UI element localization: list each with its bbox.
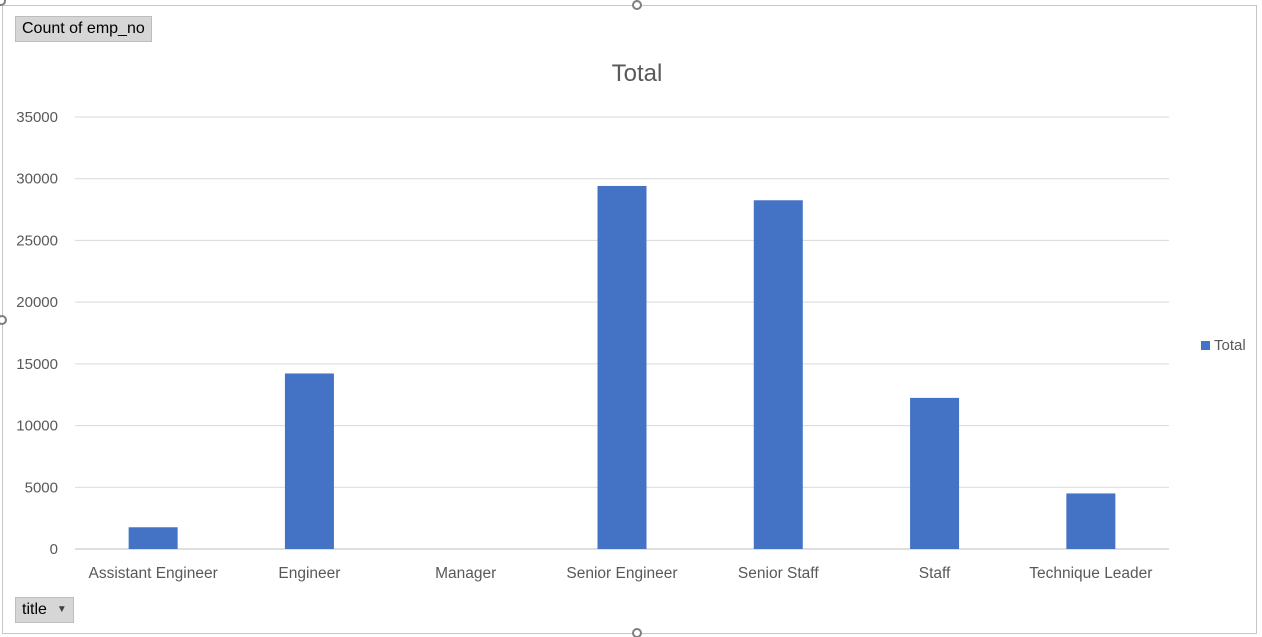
y-tick-label: 0 bbox=[50, 541, 58, 558]
axis-field-button[interactable]: title ▼ bbox=[15, 597, 74, 623]
y-tick-label: 35000 bbox=[16, 109, 58, 126]
x-category-label: Assistant Engineer bbox=[89, 565, 218, 582]
chart-title[interactable]: Total bbox=[611, 60, 663, 87]
y-tick-label: 30000 bbox=[16, 171, 58, 188]
axis-field-label: title bbox=[22, 601, 47, 618]
resize-handle-top-left[interactable] bbox=[0, 0, 6, 6]
resize-handle-top[interactable] bbox=[632, 0, 642, 10]
x-category-label: Manager bbox=[435, 565, 496, 582]
x-axis-category-labels: Assistant Engineer Engineer Manager Senior … bbox=[89, 565, 1153, 582]
y-tick-label: 25000 bbox=[16, 232, 58, 249]
x-category-label: Staff bbox=[919, 565, 951, 582]
y-tick-label: 5000 bbox=[25, 479, 58, 496]
y-tick-label: 15000 bbox=[16, 356, 58, 373]
y-tick-label: 10000 bbox=[16, 418, 58, 435]
value-field-label: Count of emp_no bbox=[22, 20, 145, 37]
y-tick-label: 20000 bbox=[16, 294, 58, 311]
resize-handle-left[interactable] bbox=[0, 315, 7, 325]
legend[interactable]: Total bbox=[1201, 337, 1246, 354]
bar-staff[interactable] bbox=[910, 397, 960, 549]
bar-senior-engineer[interactable] bbox=[597, 185, 647, 549]
dropdown-arrow-icon: ▼ bbox=[56, 604, 67, 615]
x-category-label: Engineer bbox=[278, 565, 340, 582]
bar-engineer[interactable] bbox=[284, 373, 334, 549]
bar-series-total bbox=[128, 185, 1116, 550]
bar-assistant-engineer[interactable] bbox=[128, 527, 178, 549]
legend-label-total: Total bbox=[1214, 337, 1246, 354]
x-category-label: Senior Staff bbox=[738, 565, 819, 582]
value-field-button[interactable]: Count of emp_no bbox=[15, 16, 152, 42]
x-category-label: Senior Engineer bbox=[566, 565, 677, 582]
x-category-label: Technique Leader bbox=[1029, 565, 1152, 582]
y-axis-tick-labels: 0 5000 10000 15000 20000 25000 30000 35000 bbox=[16, 109, 58, 558]
bar-senior-staff[interactable] bbox=[753, 200, 803, 550]
bar-technique-leader[interactable] bbox=[1066, 493, 1116, 549]
legend-swatch-total bbox=[1201, 341, 1210, 350]
